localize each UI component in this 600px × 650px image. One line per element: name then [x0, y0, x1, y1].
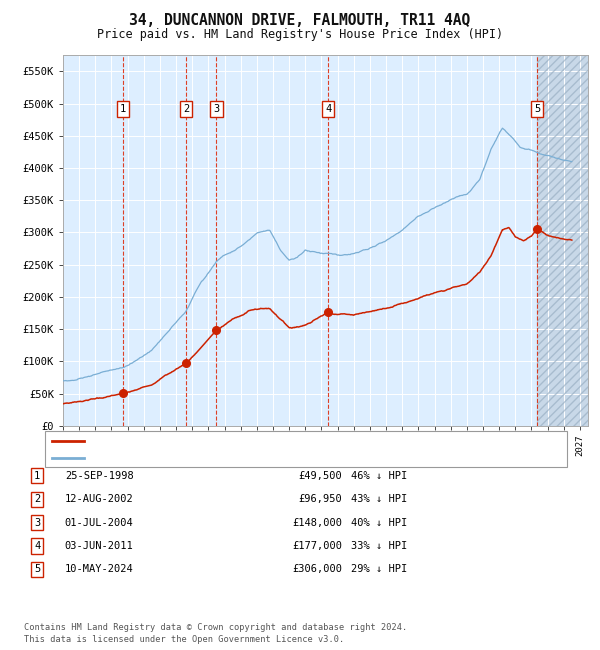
Text: 29% ↓ HPI: 29% ↓ HPI — [351, 564, 407, 575]
Bar — [537, 55, 588, 426]
Text: 40% ↓ HPI: 40% ↓ HPI — [351, 517, 407, 528]
Text: £177,000: £177,000 — [292, 541, 342, 551]
Text: 01-JUL-2004: 01-JUL-2004 — [65, 517, 134, 528]
Text: 1: 1 — [120, 104, 127, 114]
Text: 4: 4 — [34, 541, 40, 551]
Text: 5: 5 — [34, 564, 40, 575]
Bar — [537, 55, 588, 426]
Text: 3: 3 — [214, 104, 220, 114]
Text: Price paid vs. HM Land Registry's House Price Index (HPI): Price paid vs. HM Land Registry's House … — [97, 28, 503, 41]
Text: £96,950: £96,950 — [298, 494, 342, 504]
Text: 10-MAY-2024: 10-MAY-2024 — [65, 564, 134, 575]
Text: £306,000: £306,000 — [292, 564, 342, 575]
Text: 2: 2 — [183, 104, 189, 114]
Text: 3: 3 — [34, 517, 40, 528]
Text: Contains HM Land Registry data © Crown copyright and database right 2024.: Contains HM Land Registry data © Crown c… — [24, 623, 407, 632]
Text: £148,000: £148,000 — [292, 517, 342, 528]
Text: 03-JUN-2011: 03-JUN-2011 — [65, 541, 134, 551]
Text: 46% ↓ HPI: 46% ↓ HPI — [351, 471, 407, 481]
Text: 4: 4 — [325, 104, 331, 114]
Text: 25-SEP-1998: 25-SEP-1998 — [65, 471, 134, 481]
Text: 12-AUG-2002: 12-AUG-2002 — [65, 494, 134, 504]
Text: 1: 1 — [34, 471, 40, 481]
Text: 34, DUNCANNON DRIVE, FALMOUTH, TR11 4AQ (detached house): 34, DUNCANNON DRIVE, FALMOUTH, TR11 4AQ … — [89, 436, 425, 446]
Text: 33% ↓ HPI: 33% ↓ HPI — [351, 541, 407, 551]
Text: £49,500: £49,500 — [298, 471, 342, 481]
Text: HPI: Average price, detached house, Cornwall: HPI: Average price, detached house, Corn… — [89, 453, 353, 463]
Text: 2: 2 — [34, 494, 40, 504]
Text: 5: 5 — [534, 104, 541, 114]
Text: This data is licensed under the Open Government Licence v3.0.: This data is licensed under the Open Gov… — [24, 634, 344, 644]
Text: 34, DUNCANNON DRIVE, FALMOUTH, TR11 4AQ: 34, DUNCANNON DRIVE, FALMOUTH, TR11 4AQ — [130, 13, 470, 28]
Text: 43% ↓ HPI: 43% ↓ HPI — [351, 494, 407, 504]
